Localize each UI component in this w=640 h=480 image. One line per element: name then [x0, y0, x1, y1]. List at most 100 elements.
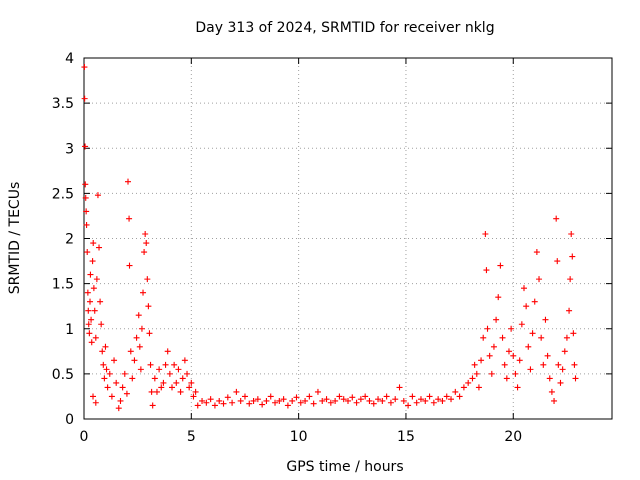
data-point — [533, 249, 540, 256]
data-point — [405, 402, 412, 409]
y-tick-label: 1.5 — [52, 277, 74, 293]
data-point — [493, 316, 500, 323]
data-point — [332, 397, 339, 404]
data-point — [82, 181, 89, 188]
data-point — [84, 289, 91, 296]
data-point — [482, 230, 489, 237]
y-tick-label: 0.5 — [52, 367, 74, 383]
y-tick-label: 2 — [65, 232, 74, 248]
data-point — [571, 361, 578, 368]
data-point — [133, 334, 140, 341]
data-point — [542, 316, 549, 323]
data-point — [138, 325, 145, 332]
data-point — [140, 289, 147, 296]
data-point — [229, 399, 236, 406]
data-point — [98, 321, 105, 328]
data-point — [383, 393, 390, 400]
data-point — [293, 394, 300, 401]
data-point — [166, 370, 173, 377]
data-point — [188, 379, 195, 386]
data-point — [473, 370, 480, 377]
data-point — [478, 357, 485, 364]
data-point — [146, 330, 153, 337]
data-point — [366, 397, 373, 404]
data-point — [129, 375, 136, 382]
data-point — [570, 330, 577, 337]
data-point — [90, 393, 97, 400]
data-point — [387, 399, 394, 406]
data-point — [353, 399, 360, 406]
data-point — [103, 366, 110, 373]
y-tick-label: 1 — [65, 322, 74, 338]
data-point — [144, 276, 151, 283]
data-point — [89, 258, 96, 265]
data-point — [490, 343, 497, 350]
y-tick-label: 3.5 — [52, 96, 74, 112]
data-point — [237, 397, 244, 404]
data-point — [561, 348, 568, 355]
y-tick-label: 3 — [65, 141, 74, 157]
data-point — [483, 267, 490, 274]
data-point — [267, 393, 274, 400]
data-point — [190, 393, 197, 400]
data-point — [345, 397, 351, 404]
data-point — [93, 276, 100, 283]
data-point — [99, 348, 106, 355]
data-point — [131, 357, 138, 364]
data-point — [111, 357, 118, 364]
data-point — [83, 208, 90, 215]
data-point — [123, 390, 130, 397]
data-point — [246, 400, 253, 407]
data-point — [569, 253, 576, 260]
data-point — [568, 230, 575, 237]
data-point — [145, 303, 152, 310]
data-point — [87, 298, 94, 305]
data-point — [117, 397, 124, 404]
data-point — [86, 330, 93, 337]
data-point — [435, 396, 442, 403]
data-point — [546, 375, 553, 382]
data-point — [525, 343, 532, 350]
data-point — [85, 321, 92, 328]
data-point — [566, 307, 573, 314]
data-point — [224, 394, 231, 401]
data-point — [396, 384, 403, 391]
data-point — [162, 361, 169, 368]
data-point — [136, 343, 143, 350]
data-point — [92, 334, 99, 341]
x-tick-label: 0 — [80, 429, 89, 445]
data-point — [126, 262, 133, 269]
data-point — [135, 312, 142, 319]
data-point — [531, 298, 538, 305]
data-point — [409, 393, 416, 400]
data-point — [108, 393, 115, 400]
data-point — [88, 316, 95, 323]
data-point — [280, 396, 287, 403]
data-point — [544, 352, 551, 359]
data-point — [148, 388, 155, 395]
data-point — [430, 399, 437, 406]
data-point — [241, 393, 248, 400]
data-point — [413, 399, 420, 406]
data-point — [104, 384, 111, 391]
data-point — [516, 357, 523, 364]
data-points — [81, 64, 579, 412]
data-point — [536, 276, 543, 283]
data-point — [181, 357, 188, 364]
data-point — [439, 397, 446, 404]
data-point — [523, 303, 530, 310]
data-point — [340, 396, 347, 403]
data-point — [121, 370, 128, 377]
data-point — [254, 396, 261, 403]
axis-ticks: 0 5 10 15 20 0 0.5 1 1.5 2 2.5 3 3.5 4 — [52, 51, 612, 445]
data-point — [81, 95, 88, 102]
data-point — [88, 339, 95, 346]
data-point — [97, 298, 104, 305]
data-point — [151, 375, 158, 382]
data-point — [149, 402, 156, 409]
data-point — [158, 384, 165, 391]
data-point — [521, 285, 527, 292]
y-tick-label: 4 — [65, 51, 74, 67]
data-point — [505, 348, 512, 355]
